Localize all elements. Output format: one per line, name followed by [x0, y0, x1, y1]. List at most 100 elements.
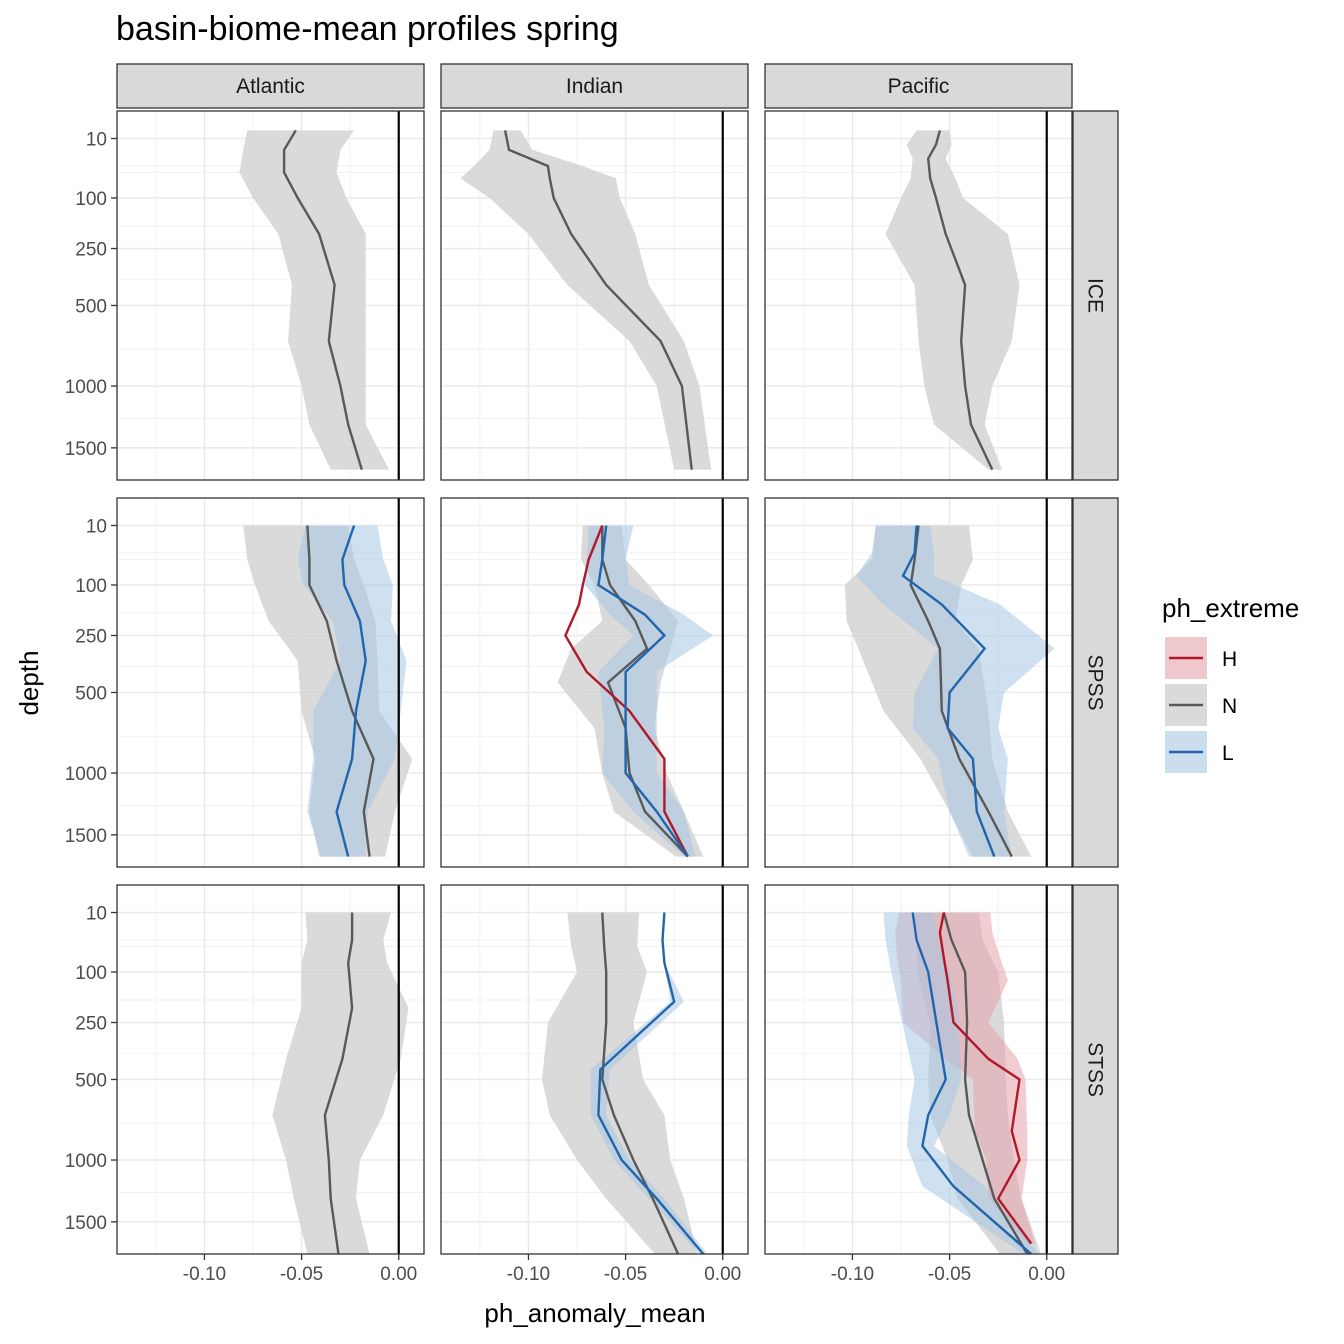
strip-label: ICE	[1084, 278, 1107, 313]
y-tick-label: 1500	[65, 826, 107, 847]
panel-atlantic-ice	[116, 110, 425, 481]
ribbon-L	[297, 525, 407, 857]
x-tick-label: -0.05	[928, 1264, 971, 1285]
panel-border	[764, 110, 1073, 481]
panel-atlantic-spss	[116, 497, 425, 868]
y-axis-title: depth	[14, 650, 44, 715]
ribbon-N	[885, 130, 1020, 470]
panel-indian-stss	[440, 884, 749, 1255]
line-L	[901, 525, 996, 858]
panel-pacific-stss	[764, 884, 1073, 1255]
x-tick-label: -0.10	[831, 1264, 874, 1285]
strip-pacific: Pacific	[764, 63, 1073, 109]
x-tick-label: -0.10	[507, 1264, 550, 1285]
x-tick-label: -0.05	[604, 1264, 647, 1285]
line-L	[335, 525, 367, 857]
panel-pacific-ice	[764, 110, 1073, 481]
line-H	[938, 912, 1033, 1245]
x-tick-label: -0.10	[183, 1264, 226, 1285]
line-N	[503, 130, 693, 470]
panel-indian-spss	[440, 497, 749, 868]
ribbon-L	[590, 912, 708, 1254]
ribbon-N	[460, 130, 712, 470]
panel-data	[885, 130, 1020, 471]
y-tick-label: 250	[75, 240, 107, 261]
legend-label: N	[1222, 695, 1237, 718]
panel-data	[243, 525, 413, 857]
panel-atlantic-stss	[116, 884, 425, 1255]
panel-data	[460, 130, 712, 470]
line-L	[597, 912, 705, 1254]
ribbon-L	[584, 525, 713, 857]
legend-label: L	[1222, 742, 1234, 765]
column-strips: Atlantic Indian Pacific	[116, 63, 1073, 109]
panel-border	[764, 884, 1073, 1255]
y-tick-label: 500	[75, 1070, 107, 1091]
panel-border	[440, 884, 749, 1255]
panel-border	[440, 497, 749, 868]
line-N	[909, 525, 1013, 858]
y-tick-label: 1000	[65, 1151, 107, 1172]
panel-border	[116, 110, 425, 481]
ribbon-L	[883, 912, 1039, 1254]
legend-item-L: L	[1165, 731, 1234, 773]
strip-label: Indian	[566, 75, 623, 98]
x-axis-title: ph_anomaly_mean	[484, 1298, 705, 1328]
line-L	[911, 912, 1032, 1254]
legend-label: H	[1222, 648, 1237, 671]
x-tick-label: 0.00	[704, 1264, 741, 1285]
line-N	[926, 130, 994, 471]
line-N	[323, 912, 354, 1254]
legend-title: ph_extreme	[1162, 593, 1299, 623]
y-tick-label: 100	[75, 963, 107, 984]
line-N	[306, 525, 375, 857]
y-tick-label: 250	[75, 627, 107, 648]
y-tick-label: 1000	[65, 764, 107, 785]
panel-border	[764, 497, 1073, 868]
panel-border	[440, 110, 749, 481]
strip-stss: STSS	[1072, 884, 1119, 1255]
panel-grid	[116, 110, 1073, 1255]
row-strips: ICE SPSS STSS	[1072, 110, 1119, 1255]
line-N	[282, 129, 363, 470]
strip-label: STSS	[1084, 1042, 1107, 1097]
panel-data	[239, 129, 389, 470]
y-tick-label: 1000	[65, 377, 107, 398]
x-tick-label: -0.05	[280, 1264, 323, 1285]
y-tick-label: 1500	[65, 1213, 107, 1234]
line-L	[597, 525, 689, 858]
x-axes: -0.10 -0.05 0.00 -0.10 -0.05 0.00 -0.10 -0.05 0.…	[183, 1254, 1065, 1285]
y-tick-label: 10	[86, 904, 107, 925]
panel-pacific-spss	[764, 497, 1073, 868]
panel-border	[116, 497, 425, 868]
panel-data	[844, 525, 1055, 858]
strip-label: SPSS	[1084, 654, 1107, 710]
legend-item-H: H	[1165, 637, 1237, 679]
strip-label: Atlantic	[236, 75, 305, 98]
y-tick-label: 500	[75, 683, 107, 704]
ribbon-N	[239, 130, 389, 470]
strip-label: Pacific	[888, 75, 950, 98]
panel-indian-ice	[440, 110, 749, 481]
y-tick-label: 100	[75, 189, 107, 210]
ribbon-L	[856, 525, 1055, 857]
ribbon-N	[542, 912, 698, 1254]
legend-item-N: N	[1165, 684, 1237, 726]
strip-spss: SPSS	[1072, 497, 1119, 868]
legend: ph_extreme H N L	[1162, 593, 1299, 773]
ribbon-N	[272, 912, 409, 1254]
panel-border	[116, 884, 425, 1255]
strip-ice: ICE	[1072, 110, 1119, 481]
panel-data	[272, 912, 409, 1254]
panel-data	[542, 912, 708, 1254]
line-N	[942, 912, 1029, 1254]
line-H	[564, 525, 689, 858]
x-tick-label: 0.00	[1028, 1264, 1065, 1285]
y-tick-label: 10	[86, 517, 107, 538]
line-N	[601, 525, 689, 858]
y-axes: 10 100 250 500 1000 1500 10 100 250 500 1000 1500 10…	[65, 130, 117, 1234]
strip-atlantic: Atlantic	[116, 63, 425, 109]
y-tick-label: 1500	[65, 439, 107, 460]
y-tick-label: 10	[86, 130, 107, 151]
